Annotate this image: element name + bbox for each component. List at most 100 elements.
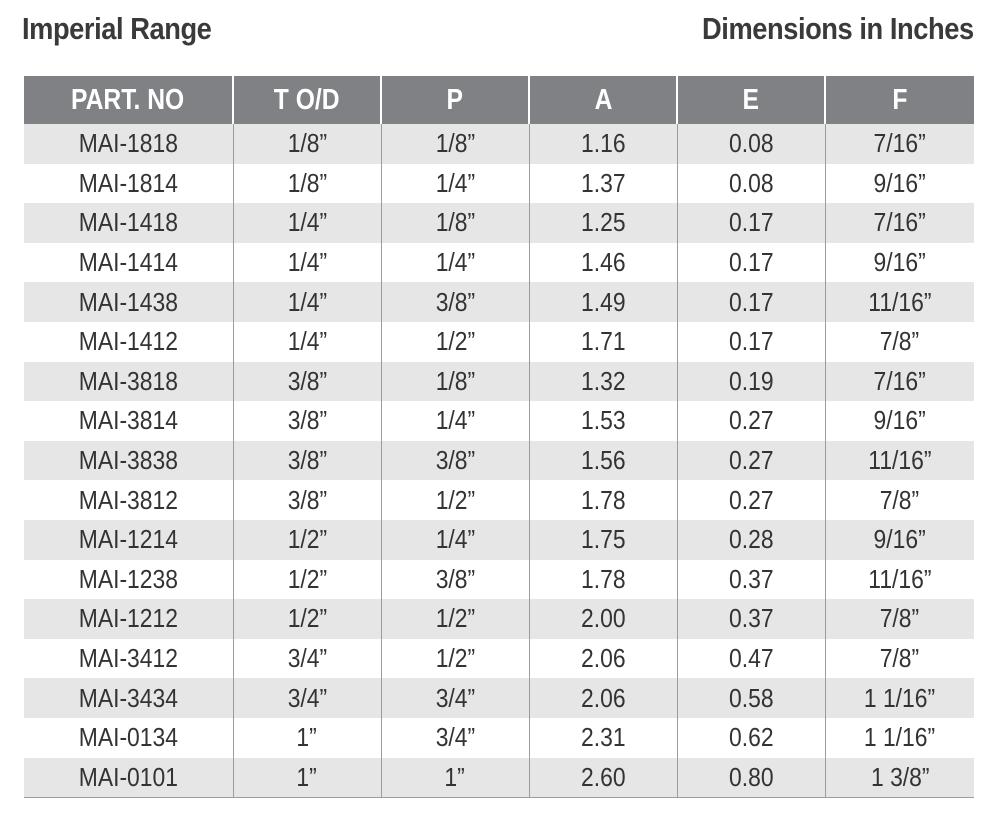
cell-value: 3/8” <box>435 563 475 594</box>
cell-value: MAI-3434 <box>78 682 178 713</box>
table-row: MAI-1212 1/2” 1/2” 2.00 0.37 7/8” <box>24 599 974 639</box>
cell-value: 0.27 <box>728 445 774 476</box>
table-cell: 1/4” <box>232 321 381 362</box>
cell-value: 1/4” <box>435 167 475 198</box>
table-cell: 1.16 <box>528 124 677 164</box>
cell-value: MAI-3812 <box>78 484 178 515</box>
cell-value: 1/8” <box>435 128 475 159</box>
cell-value: 11/16” <box>868 445 932 476</box>
table-cell: 1/8” <box>380 203 529 243</box>
table-cell: 7/8” <box>824 638 974 679</box>
table-cell: 2.06 <box>528 678 677 718</box>
table-cell: 1/2” <box>232 519 381 560</box>
cell-value: 2.60 <box>580 761 626 792</box>
cell-value: 2.06 <box>580 643 626 674</box>
table-cell: 0.47 <box>676 638 825 679</box>
table-cell: 1 3/8” <box>824 757 974 799</box>
table-cell: MAI-1238 <box>24 559 233 600</box>
table-cell: 1/8” <box>232 163 381 204</box>
cell-value: 0.17 <box>728 326 774 357</box>
cell-value: 0.62 <box>728 722 774 753</box>
cell-value: MAI-1814 <box>78 167 178 198</box>
cell-value: 11/16” <box>868 286 932 317</box>
column-header-label: P <box>446 83 464 116</box>
cell-value: 9/16” <box>873 167 926 198</box>
cell-value: 1/4” <box>287 286 327 317</box>
table-row: MAI-1818 1/8” 1/8” 1.16 0.08 7/16” <box>24 124 974 164</box>
cell-value: 1.32 <box>580 365 626 396</box>
table-cell: 3/8” <box>232 480 381 520</box>
table-row: MAI-1414 1/4” 1/4” 1.46 0.17 9/16” <box>24 242 974 283</box>
cell-value: 0.17 <box>728 247 774 278</box>
cell-value: 1.46 <box>580 247 626 278</box>
cell-value: 2.06 <box>580 682 626 713</box>
table-cell: 1.49 <box>528 282 677 322</box>
cell-value: 1.71 <box>580 326 626 357</box>
table-cell: 1/2” <box>380 480 529 520</box>
cell-value: MAI-1414 <box>78 247 178 278</box>
table-cell: MAI-3412 <box>24 638 233 679</box>
table-cell: 0.27 <box>676 401 825 441</box>
cell-value: 1” <box>444 761 466 792</box>
table-cell: 11/16” <box>824 559 974 600</box>
cell-value: MAI-1238 <box>78 563 178 594</box>
table-row: MAI-3818 3/8” 1/8” 1.32 0.19 7/16” <box>24 361 974 402</box>
table-row: MAI-1814 1/8” 1/4” 1.37 0.08 9/16” <box>24 163 974 204</box>
table-cell: 9/16” <box>824 163 974 204</box>
table-cell: 1/8” <box>232 124 381 164</box>
table-row: MAI-1238 1/2” 3/8” 1.78 0.37 11/16” <box>24 559 974 600</box>
table-cell: MAI-3818 <box>24 361 233 402</box>
cell-value: MAI-1214 <box>78 524 178 555</box>
column-header: T O/D <box>232 76 381 124</box>
cell-value: 1.37 <box>580 167 626 198</box>
table-cell: 1 1/16” <box>824 717 974 758</box>
table-cell: 0.27 <box>676 480 825 520</box>
table-cell: 0.08 <box>676 163 825 204</box>
cell-value: MAI-3814 <box>78 405 178 436</box>
table-cell: MAI-0101 <box>24 757 233 799</box>
table-cell: 3/4” <box>380 717 529 758</box>
table-cell: 1/4” <box>380 401 529 441</box>
table-cell: 1/4” <box>232 203 381 243</box>
table-header-row: PART. NO T O/D P A E F <box>24 76 974 124</box>
cell-value: 2.00 <box>580 603 626 634</box>
cell-value: 7/8” <box>880 326 920 357</box>
cell-value: 1.49 <box>580 286 626 317</box>
table-cell: 1.37 <box>528 163 677 204</box>
cell-value: MAI-3818 <box>78 365 178 396</box>
table-cell: 1/4” <box>380 163 529 204</box>
table-cell: 0.17 <box>676 203 825 243</box>
table-cell: 1/2” <box>380 321 529 362</box>
table-cell: 0.37 <box>676 599 825 639</box>
cell-value: 3/8” <box>287 445 327 476</box>
cell-value: 0.27 <box>728 405 774 436</box>
table-cell: 1.78 <box>528 559 677 600</box>
table-cell: 3/4” <box>380 678 529 718</box>
table-row: MAI-0134 1” 3/4” 2.31 0.62 1 1/16” <box>24 717 974 758</box>
cell-value: 1.78 <box>580 484 626 515</box>
cell-value: 1/2” <box>287 603 327 634</box>
cell-value: 0.80 <box>728 761 774 792</box>
column-header-label: E <box>742 83 760 116</box>
table-cell: 3/8” <box>232 361 381 402</box>
cell-value: MAI-1818 <box>78 128 178 159</box>
cell-value: 0.37 <box>728 563 774 594</box>
cell-value: 3/4” <box>435 682 475 713</box>
cell-value: 0.27 <box>728 484 774 515</box>
cell-value: 1/4” <box>287 247 327 278</box>
cell-value: 3/8” <box>287 365 327 396</box>
table-cell: 3/8” <box>380 440 529 481</box>
table-cell: 9/16” <box>824 519 974 560</box>
cell-value: 0.58 <box>728 682 774 713</box>
cell-value: MAI-0101 <box>78 761 178 792</box>
table-cell: 0.19 <box>676 361 825 402</box>
cell-value: MAI-3838 <box>78 445 178 476</box>
table-cell: 7/16” <box>824 203 974 243</box>
cell-value: 9/16” <box>873 405 926 436</box>
table-cell: 2.00 <box>528 599 677 639</box>
cell-value: 1 3/8” <box>870 761 930 792</box>
cell-value: 3/4” <box>435 722 475 753</box>
table-body: MAI-1818 1/8” 1/8” 1.16 0.08 7/16” MAI-1814 1/8… <box>24 124 974 799</box>
column-header: A <box>528 76 677 124</box>
table-cell: 1/4” <box>380 242 529 283</box>
